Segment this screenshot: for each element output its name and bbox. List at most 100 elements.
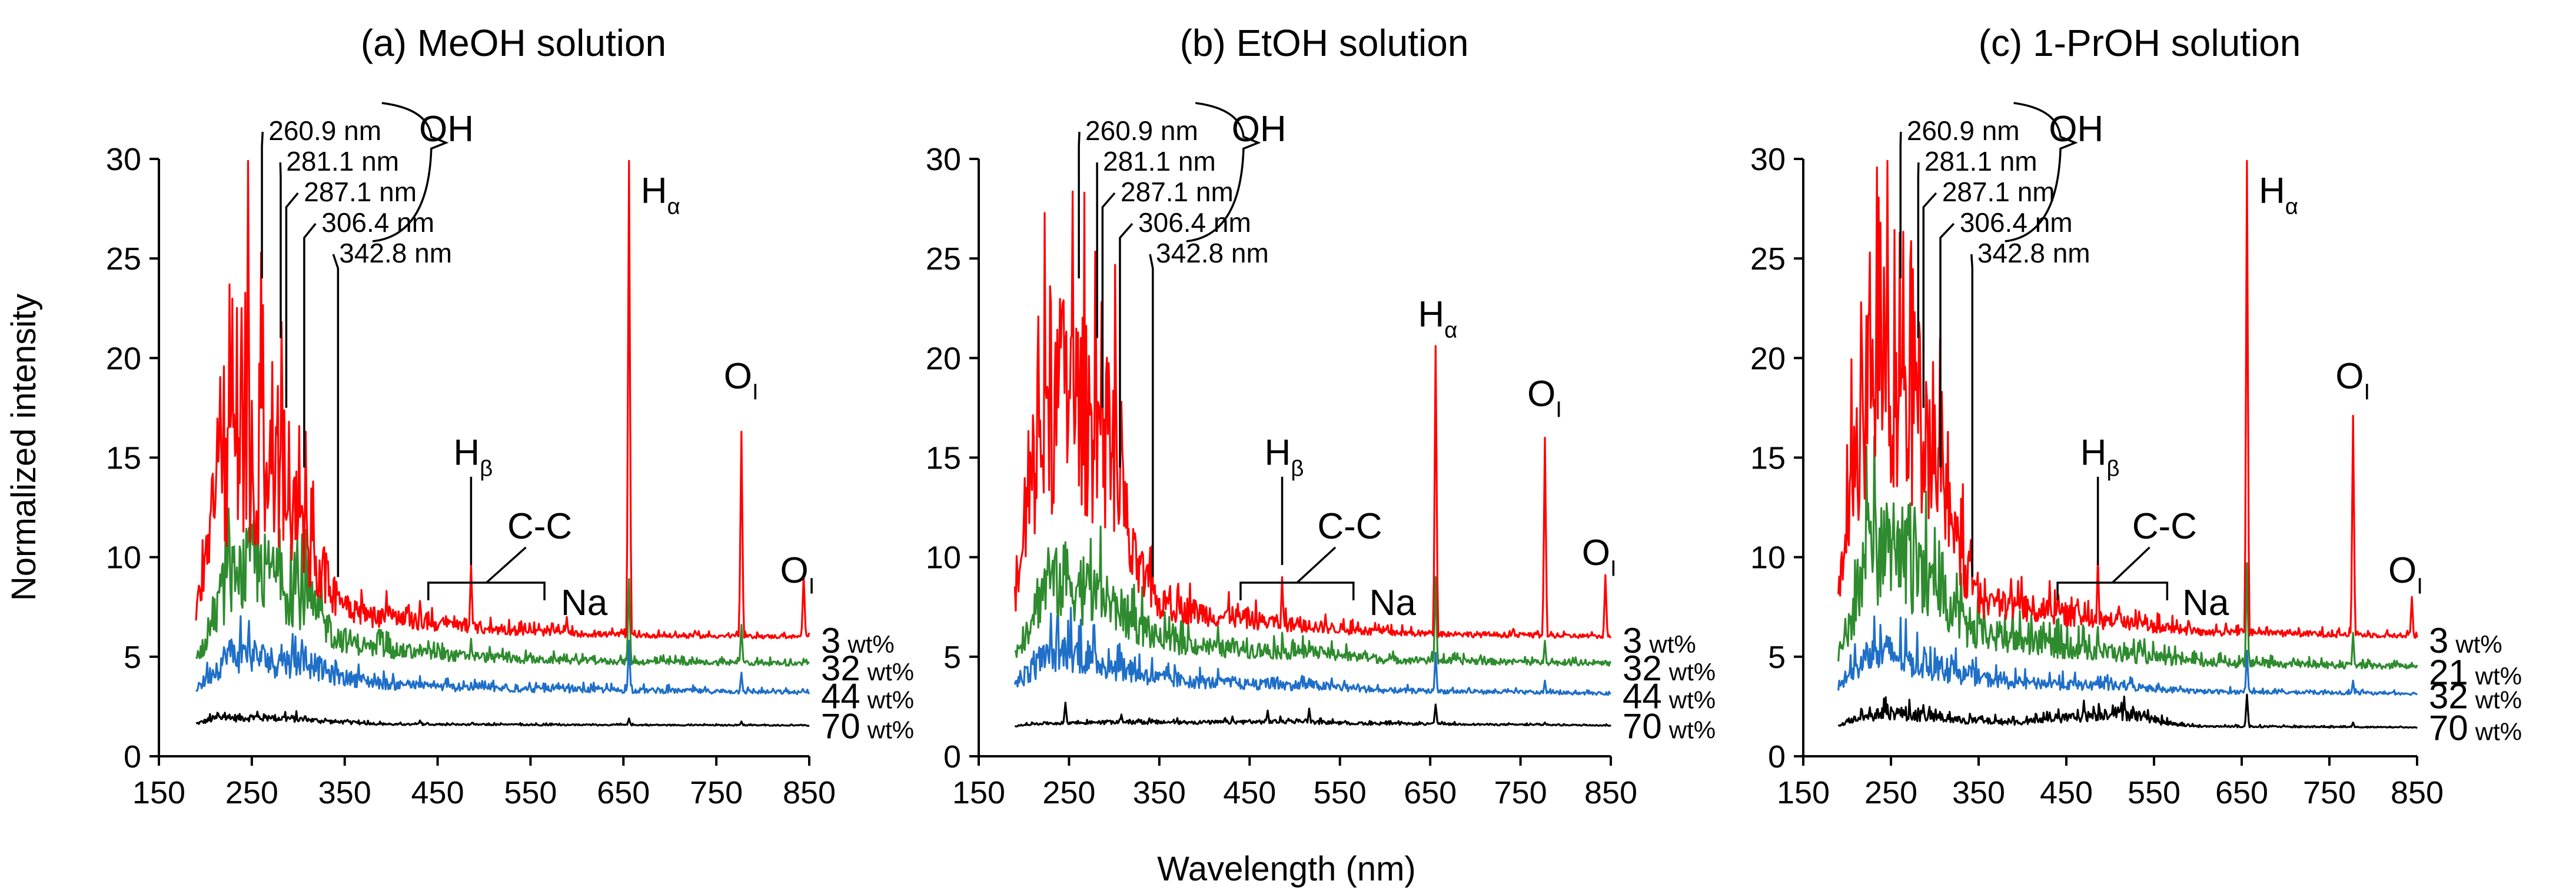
c-c-label: C-C bbox=[1317, 506, 1382, 547]
oi-777-label: OI bbox=[724, 356, 759, 405]
oi-777-label-base: O bbox=[1527, 374, 1555, 414]
series-label: 32 wt% bbox=[821, 649, 914, 688]
series-concentration: 3 bbox=[2429, 621, 2448, 660]
oi-844-label: OI bbox=[780, 550, 815, 599]
x-tick-label: 150 bbox=[132, 775, 185, 810]
series-unit: wt% bbox=[2475, 662, 2522, 690]
series-unit: wt% bbox=[1668, 716, 1716, 743]
series-label: 70 wt% bbox=[821, 706, 914, 746]
oh-wavelength-label: 281.1 nm bbox=[1924, 146, 2037, 177]
x-tick-label: 550 bbox=[1314, 775, 1367, 810]
series-unit: wt% bbox=[1648, 630, 1696, 658]
x-tick-label: 450 bbox=[411, 775, 464, 810]
oh-brace bbox=[372, 102, 449, 242]
y-tick-label: 30 bbox=[1750, 142, 1786, 177]
x-tick-label: 650 bbox=[1404, 775, 1457, 810]
series-concentration: 32 bbox=[821, 649, 860, 688]
oh-leader bbox=[1149, 254, 1154, 577]
y-tick-label: 20 bbox=[1750, 341, 1786, 376]
oh-leader bbox=[1939, 222, 1955, 468]
series-concentration: 44 bbox=[821, 677, 860, 716]
c-c-bracket bbox=[1239, 546, 1355, 600]
oh-leader bbox=[332, 254, 340, 577]
spectrum-70-wt bbox=[195, 710, 810, 727]
oh-leader bbox=[1899, 131, 1902, 278]
x-tick-label: 250 bbox=[1042, 775, 1095, 810]
x-tick-label: 250 bbox=[225, 775, 278, 810]
series-concentration: 70 bbox=[821, 706, 860, 746]
spectrum-32-wt bbox=[1014, 526, 1612, 667]
x-tick-label: 550 bbox=[504, 775, 557, 810]
oh-wavelength-label: 281.1 nm bbox=[286, 146, 399, 177]
oh-wavelength-label: 342.8 nm bbox=[339, 238, 452, 268]
series-unit: wt% bbox=[847, 630, 894, 658]
series-concentration: 3 bbox=[1623, 621, 1642, 660]
series-concentration: 70 bbox=[2429, 709, 2468, 748]
series-label: 32 wt% bbox=[2429, 677, 2522, 716]
oh-wavelength-label: 306.4 nm bbox=[1138, 207, 1251, 238]
y-tick-label: 30 bbox=[106, 142, 141, 177]
spectrum-21-wt bbox=[1837, 435, 2418, 670]
oi-844-label-sub: I bbox=[2417, 574, 2423, 599]
series-label: 70 wt% bbox=[1623, 706, 1716, 746]
x-tick-label: 550 bbox=[2128, 775, 2181, 810]
x-tick-label: 250 bbox=[1864, 775, 1917, 810]
oi-777-label-base: O bbox=[2335, 356, 2364, 397]
y-axis-label: Normalized intensity bbox=[5, 294, 43, 601]
oh-wavelength-label: 306.4 nm bbox=[1960, 207, 2073, 238]
oh-label: OH bbox=[1232, 109, 1287, 149]
x-tick-label: 650 bbox=[597, 775, 650, 810]
oh-label: OH bbox=[2049, 109, 2103, 149]
h-beta-label-sub: β bbox=[2106, 456, 2119, 481]
h-beta-label-sub: β bbox=[480, 456, 493, 481]
panel-title: (b) EtOH solution bbox=[1180, 22, 1469, 64]
oh-leader bbox=[303, 222, 317, 468]
series-concentration: 32 bbox=[1623, 649, 1662, 688]
spectrum-44-wt bbox=[195, 615, 810, 696]
series-unit: wt% bbox=[1668, 658, 1716, 686]
x-tick-label: 450 bbox=[2040, 775, 2093, 810]
y-tick-label: 5 bbox=[1768, 640, 1786, 675]
y-tick-label: 15 bbox=[1750, 441, 1786, 476]
spectrum-70-wt bbox=[1014, 702, 1612, 727]
panel-3: (c) 1-PrOH solution 0 5 10 15 20 25 30 150 250 350… bbox=[1750, 22, 2522, 810]
y-tick-label: 10 bbox=[926, 540, 961, 576]
series-concentration: 32 bbox=[2429, 677, 2468, 716]
series-unit: wt% bbox=[1668, 686, 1716, 714]
y-tick-label: 25 bbox=[926, 241, 961, 277]
x-tick-label: 350 bbox=[318, 775, 371, 810]
series-label: 70 wt% bbox=[2429, 709, 2522, 748]
series-label: 3 wt% bbox=[821, 621, 895, 660]
x-tick-label: 450 bbox=[1223, 775, 1276, 810]
h-alpha-label-sub: α bbox=[667, 194, 680, 220]
x-tick-label: 850 bbox=[2391, 775, 2444, 810]
x-tick-label: 350 bbox=[1133, 775, 1186, 810]
series-unit: wt% bbox=[2475, 718, 2522, 746]
panel-title: (c) 1-PrOH solution bbox=[1979, 22, 2301, 64]
panel-title: (a) MeOH solution bbox=[361, 22, 666, 64]
series-concentration: 44 bbox=[1623, 677, 1662, 716]
oi-844-label-sub: I bbox=[1610, 556, 1617, 581]
series-unit: wt% bbox=[867, 686, 914, 714]
oh-wavelength-label: 306.4 nm bbox=[321, 207, 434, 238]
oh-wavelength-label: 281.1 nm bbox=[1103, 146, 1216, 177]
c-c-label: C-C bbox=[507, 506, 572, 547]
h-beta-label-base: H bbox=[453, 433, 480, 473]
series-concentration: 3 bbox=[821, 621, 840, 660]
y-tick-label: 25 bbox=[1750, 241, 1786, 277]
spectrum-3-wt bbox=[1013, 190, 1612, 639]
x-tick-label: 750 bbox=[1494, 775, 1547, 810]
series-label: 44 wt% bbox=[821, 677, 914, 716]
y-tick-label: 20 bbox=[106, 341, 141, 376]
h-alpha-label-base: H bbox=[1418, 294, 1444, 335]
na-label: Na bbox=[561, 583, 608, 623]
oi-777-label-sub: I bbox=[2364, 380, 2370, 405]
oh-leader bbox=[1119, 222, 1134, 468]
x-tick-label: 350 bbox=[1952, 775, 2005, 810]
y-tick-label: 10 bbox=[1750, 540, 1786, 576]
x-tick-label: 850 bbox=[783, 775, 836, 810]
x-tick-label: 850 bbox=[1584, 775, 1637, 810]
